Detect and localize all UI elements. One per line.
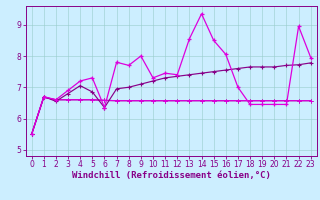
X-axis label: Windchill (Refroidissement éolien,°C): Windchill (Refroidissement éolien,°C): [72, 171, 271, 180]
